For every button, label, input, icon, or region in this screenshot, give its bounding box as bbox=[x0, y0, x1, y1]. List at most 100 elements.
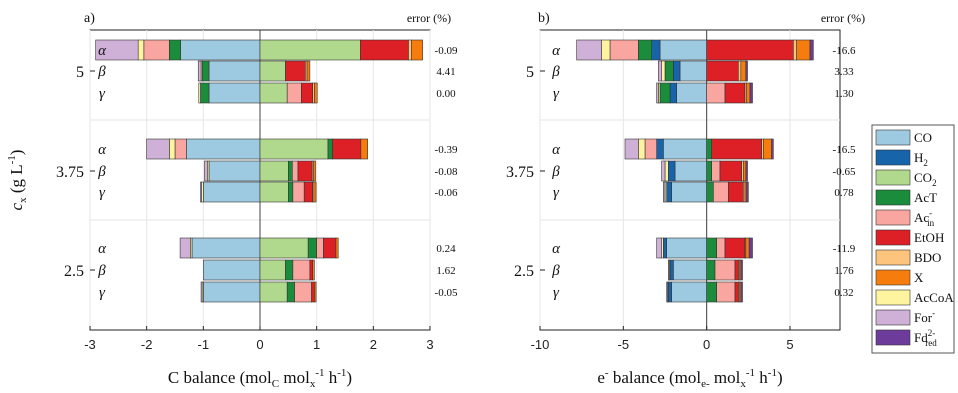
bar-segment-act bbox=[659, 82, 671, 104]
error-value: 0.00 bbox=[436, 88, 456, 100]
bar-segment-for bbox=[624, 138, 639, 160]
bar-segment-h2 bbox=[669, 82, 677, 104]
bar-segment-ac-in bbox=[716, 281, 736, 303]
bar-segment-co bbox=[679, 60, 707, 82]
bar-segment-for bbox=[200, 281, 203, 303]
bar-segment-etoh bbox=[728, 181, 744, 203]
error-value: -0.05 bbox=[435, 287, 458, 299]
row-label: α bbox=[552, 43, 561, 59]
row-label: β bbox=[551, 263, 560, 279]
y-tick-label: 5 bbox=[76, 64, 84, 81]
y-tick-label: 5 bbox=[526, 64, 534, 81]
bar-segment-x bbox=[335, 237, 339, 259]
error-value: 3.33 bbox=[834, 66, 854, 78]
bar-segment-h2 bbox=[668, 160, 676, 182]
bar-segment-etoh bbox=[724, 237, 746, 259]
row-label: β bbox=[97, 64, 106, 80]
bar-segment-fd bbox=[740, 281, 743, 303]
bar-segment-ac-in bbox=[316, 237, 324, 259]
bar-segment-x bbox=[306, 60, 311, 82]
bar-segment-for bbox=[197, 60, 202, 82]
bar-segment-etoh bbox=[323, 237, 337, 259]
x-tick-label: -2 bbox=[141, 337, 153, 352]
bar-segment-co bbox=[659, 39, 707, 61]
legend-label-x: X bbox=[914, 270, 924, 285]
panel-a-concentration-labels: 5 3.75 2.5 bbox=[56, 64, 95, 280]
bar-segment-co bbox=[676, 82, 707, 104]
row-label: α bbox=[552, 241, 561, 257]
bar-segment-for bbox=[576, 39, 602, 61]
bar-segment-co2 bbox=[259, 237, 309, 259]
bar-segment-x bbox=[313, 181, 317, 203]
panel-b-error-values: -16.6 3.33 1.30 -16.5 -0.65 0.78 -11.9 1.76 0.32 bbox=[833, 45, 856, 299]
bar-segment-ac-in bbox=[174, 138, 187, 160]
panel-b-error-header: error (%) bbox=[821, 11, 865, 25]
legend-swatch-bdo bbox=[875, 249, 911, 266]
x-tick-label: 2 bbox=[370, 337, 377, 352]
bar-segment-etoh bbox=[734, 259, 739, 281]
bar-segment-etoh bbox=[297, 160, 313, 182]
x-tick-label: -10 bbox=[531, 337, 550, 352]
legend-label-co: CO bbox=[914, 130, 932, 145]
bar-segment-co bbox=[191, 237, 261, 259]
x-tick-label: -5 bbox=[618, 337, 630, 352]
legend-label-for: For- bbox=[914, 308, 935, 325]
bar-segment-co bbox=[186, 138, 261, 160]
panel-b-concentration-labels: 5 3.75 2.5 bbox=[506, 64, 545, 280]
row-label: α bbox=[98, 241, 107, 257]
legend-swatch-co bbox=[875, 129, 911, 146]
bar-segment-act bbox=[327, 138, 333, 160]
x-tick-label: -1 bbox=[198, 337, 210, 352]
bar-segment-bdo bbox=[408, 39, 412, 61]
bar-segment-act bbox=[307, 237, 317, 259]
error-value: -0.08 bbox=[435, 166, 458, 178]
bar-segment-x bbox=[410, 39, 423, 61]
legend-swatch-accoa bbox=[875, 289, 911, 306]
bar-segment-co2 bbox=[259, 138, 329, 160]
panel-b-x-axis-label: e- balance (mole- molx-1 h-1) bbox=[597, 367, 782, 390]
row-label: β bbox=[97, 164, 106, 180]
bar-segment-co2 bbox=[259, 281, 288, 303]
error-value: -16.5 bbox=[833, 144, 856, 156]
bar-segment-co bbox=[674, 160, 707, 182]
bar-segment-ac-in bbox=[292, 259, 311, 281]
bar-segment-fd bbox=[749, 82, 753, 104]
bar-segment-act bbox=[706, 281, 717, 303]
legend-label-bdo: BDO bbox=[914, 250, 941, 265]
bar-segment-accoa bbox=[137, 39, 145, 61]
bar-segment-co2 bbox=[259, 259, 286, 281]
bar-segment-fd bbox=[740, 259, 743, 281]
x-tick-label: 0 bbox=[256, 337, 263, 352]
row-label: α bbox=[98, 43, 107, 59]
bar-segment-for bbox=[661, 160, 666, 182]
row-label: β bbox=[551, 64, 560, 80]
bar-segment-for bbox=[204, 160, 208, 182]
bar-segment-ac-in bbox=[716, 237, 726, 259]
legend-label-ac-in: Ac-in bbox=[914, 208, 935, 228]
legend-label-act: AcT bbox=[914, 190, 937, 205]
bar-segment-etoh bbox=[734, 281, 739, 303]
error-value: -11.9 bbox=[833, 243, 856, 255]
bar-segment-co bbox=[203, 281, 261, 303]
bar-segment-etoh bbox=[303, 181, 314, 203]
row-label: γ bbox=[553, 285, 560, 301]
bar-segment-act bbox=[169, 39, 181, 61]
error-value: -0.39 bbox=[435, 144, 458, 156]
panel-a-letter: a) bbox=[84, 11, 95, 26]
bar-segment-co bbox=[671, 181, 707, 203]
bar-segment-act bbox=[288, 181, 294, 203]
bar-segment-etoh bbox=[724, 82, 746, 104]
row-label: γ bbox=[99, 285, 106, 301]
error-value: 0.32 bbox=[834, 287, 853, 299]
bar-segment-co2 bbox=[259, 60, 286, 82]
bar-segment-h2 bbox=[673, 60, 681, 82]
error-value: 1.62 bbox=[436, 265, 455, 277]
bar-segment-co2 bbox=[259, 160, 289, 182]
bar-segment-for bbox=[663, 181, 666, 203]
legend-label-fd: Fd2-red bbox=[914, 328, 937, 348]
bar-segment-co bbox=[180, 39, 261, 61]
bar-segment-for bbox=[666, 281, 668, 303]
x-tick-label: 3 bbox=[426, 337, 433, 352]
x-tick-label: -3 bbox=[84, 337, 96, 352]
